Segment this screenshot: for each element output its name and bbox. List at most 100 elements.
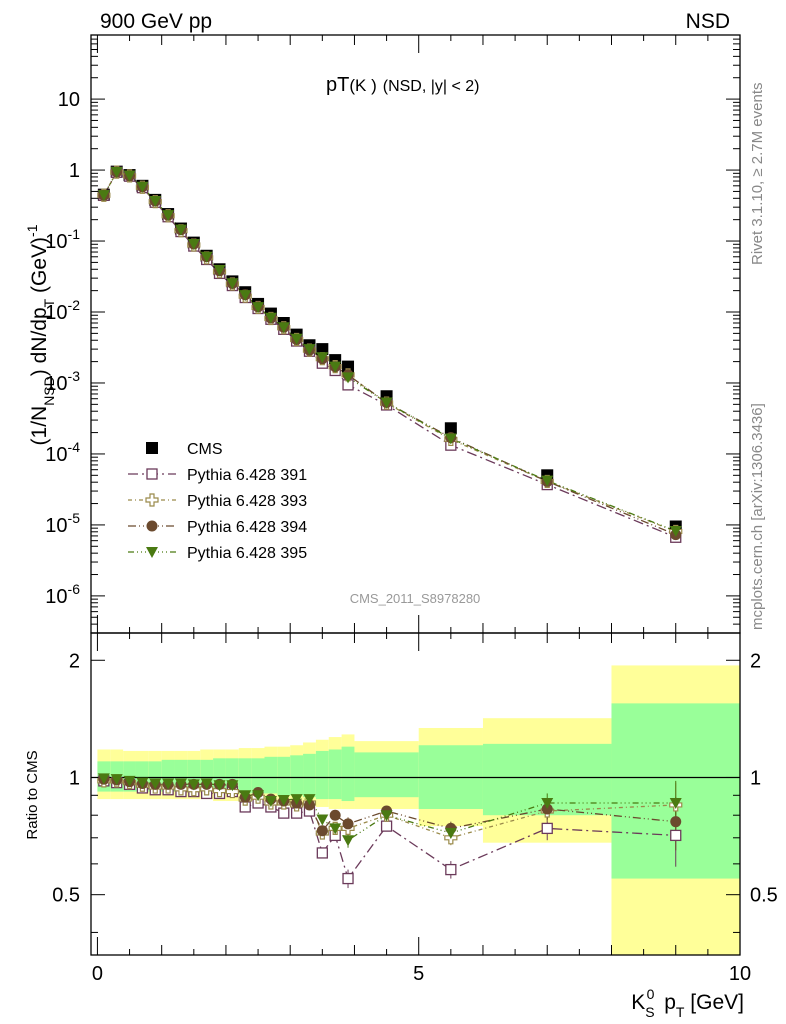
ratio-point-p395	[174, 778, 187, 790]
ratio-point-p391	[541, 822, 553, 835]
main-point-p395	[123, 170, 136, 182]
main-title-particle: (K )	[349, 76, 376, 95]
legend-label-p394: Pythia 6.428 394	[187, 519, 307, 536]
svg-text:(1/NNSD) dN/dpT (GeV)-1: (1/NNSD) dN/dpT (GeV)-1	[24, 224, 57, 445]
ratio-point-p395	[264, 796, 277, 808]
main-point-p395	[213, 265, 226, 277]
main-point-p395	[380, 397, 393, 409]
ratio-band-green	[354, 752, 419, 798]
x-tick-label: 10	[729, 963, 751, 985]
main-point-p395	[136, 181, 149, 193]
ratio-point-p391	[342, 872, 354, 885]
ratio-point-p391	[278, 807, 290, 819]
ratio-y-tick-label-left: 1	[69, 767, 80, 789]
ratio-point-p395	[444, 828, 457, 840]
main-point-cms	[316, 343, 329, 356]
main-y-tick-label: 10-3	[45, 368, 80, 395]
main-point-p395	[149, 196, 162, 208]
main-point-p395	[277, 322, 290, 334]
ratio-point-p395	[123, 775, 136, 787]
ratio-point-p395	[162, 778, 175, 790]
main-title-pt: pT	[326, 74, 349, 96]
legend-marker-p393	[145, 493, 159, 507]
main-point-p395	[444, 433, 457, 445]
main-plot-frame	[90, 34, 741, 634]
main-y-tick-label: 10-5	[45, 510, 80, 537]
main-y-tick-label: 10	[58, 89, 80, 111]
ratio-band-green	[328, 749, 342, 800]
header-left: 900 GeV pp	[100, 10, 212, 33]
main-point-p395	[316, 352, 329, 364]
ratio-point-p395	[200, 778, 213, 790]
main-y-tick-label: 10-1	[45, 226, 80, 253]
ratio-point-p395	[187, 779, 200, 791]
ratio-point-p395	[316, 814, 329, 826]
ratio-point-p395	[541, 797, 554, 809]
ratio-point-p395	[303, 794, 316, 806]
legend-marker-cms	[146, 442, 158, 454]
ratio-plot-frame	[90, 632, 741, 956]
rivet-label: Rivet 3.1.10, ≥ 2.7M events	[749, 83, 766, 266]
ratio-point-p394	[316, 825, 328, 837]
main-point-p395	[252, 302, 265, 314]
ratio-point-p395	[342, 835, 355, 847]
main-point-p395	[174, 224, 187, 236]
ratio-band-green	[290, 755, 304, 796]
ratio-point-p395	[149, 778, 162, 790]
main-y-tick-label: 10-6	[45, 581, 80, 608]
ratio-uncertainty-bands	[91, 665, 740, 955]
main-title: pT(K ) (NSD, |y| < 2)	[326, 74, 480, 96]
legend: CMS Pythia 6.428 391 Pythia 6.428 393 Pythi…	[128, 441, 307, 562]
ratio-y-tick-label-left: 2	[69, 650, 80, 672]
main-axis-ticks: 10 1 10-1 10-2 10-3 10-4 10-5 10-6	[45, 34, 741, 634]
main-title-cut: (NSD, |y| < 2)	[383, 78, 480, 95]
x-axis-label: KS0 pT [GeV]	[631, 986, 744, 1020]
main-point-p395	[264, 312, 277, 324]
ratio-series-points	[97, 773, 683, 885]
main-point-p395	[110, 166, 123, 178]
ratio-point-p395	[252, 790, 265, 802]
ratio-point-p395	[329, 823, 342, 835]
ratio-point-p394	[342, 818, 354, 830]
main-y-axis-label: (1/NNSD) dN/dpT (GeV)-1	[24, 224, 57, 445]
ratio-y-tick-label-right: 0.5	[750, 885, 778, 907]
main-point-cms	[444, 422, 457, 435]
legend-label-p391: Pythia 6.428 391	[187, 467, 307, 484]
legend-label-p395: Pythia 6.428 395	[187, 545, 307, 562]
ratio-point-p391	[316, 847, 328, 859]
legend-marker-p394	[146, 520, 158, 532]
main-point-p395	[162, 210, 175, 222]
main-point-p395	[541, 475, 554, 487]
main-point-p395	[329, 361, 342, 373]
main-point-p395	[290, 333, 303, 345]
main-y-tick-label: 10-2	[45, 297, 80, 324]
legend-label-cms: CMS	[187, 441, 223, 458]
main-series-points	[97, 165, 683, 543]
ratio-point-p395	[110, 774, 123, 786]
main-point-p395	[239, 290, 252, 302]
ratio-point-p395	[380, 810, 393, 822]
ratio-band-green	[238, 758, 252, 794]
legend-marker-p395	[146, 547, 158, 558]
legend-marker-p391	[146, 468, 158, 480]
ratio-band-green	[341, 746, 355, 802]
header-right: NSD	[686, 10, 730, 33]
x-tick-label: 0	[92, 963, 103, 985]
ratio-band-green	[251, 758, 265, 794]
mcplots-label: mcplots.cern.ch [arXiv:1306.3436]	[749, 403, 766, 630]
ratio-y-tick-label-right: 2	[750, 650, 761, 672]
main-point-p395	[200, 251, 213, 263]
main-y-tick-label: 1	[69, 160, 80, 182]
main-point-p395	[226, 278, 239, 290]
x-tick-label: 5	[413, 963, 424, 985]
ratio-point-p395	[97, 773, 110, 785]
ratio-point-p393	[225, 784, 239, 799]
ratio-point-p395	[277, 795, 290, 807]
ratio-point-p394	[541, 803, 553, 815]
ratio-y-tick-label-right: 1	[750, 767, 761, 789]
ratio-point-p395	[239, 790, 252, 802]
main-point-p395	[303, 344, 316, 356]
ratio-y-tick-label-left: 0.5	[52, 885, 80, 907]
ratio-point-p391	[445, 863, 457, 876]
